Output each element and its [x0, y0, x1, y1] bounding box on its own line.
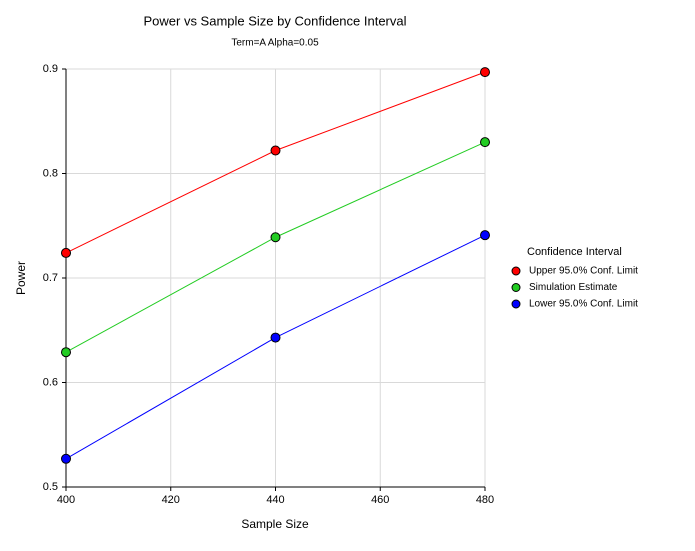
x-tick-label: 460: [371, 494, 389, 506]
x-tick-label: 480: [476, 494, 494, 506]
legend-label: Upper 95.0% Conf. Limit: [529, 266, 638, 277]
x-axis-label: Sample Size: [241, 517, 309, 531]
y-tick-label: 0.5: [43, 481, 58, 493]
data-point: [270, 145, 281, 156]
y-axis-label: Power: [14, 261, 28, 295]
legend-marker: [511, 299, 521, 309]
data-point: [270, 232, 281, 243]
legend-marker: [511, 266, 521, 276]
data-point: [61, 247, 71, 258]
chart-title: Power vs Sample Size by Confidence Inter…: [143, 13, 406, 28]
x-tick-label: 420: [162, 494, 180, 506]
y-tick-label: 0.9: [43, 63, 58, 75]
y-tick-label: 0.7: [43, 272, 58, 284]
data-point: [480, 137, 490, 148]
x-tick-label: 400: [57, 494, 75, 506]
legend-title: Confidence Interval: [527, 246, 622, 258]
data-point: [480, 230, 490, 241]
legend-label: Lower 95.0% Conf. Limit: [529, 299, 638, 310]
x-tick-label: 440: [266, 494, 284, 506]
data-point: [270, 332, 281, 343]
data-point: [61, 453, 71, 464]
y-tick-label: 0.6: [43, 376, 58, 388]
data-point: [61, 347, 71, 358]
y-tick-label: 0.8: [43, 167, 58, 179]
data-point: [480, 67, 490, 78]
chart-subtitle: Term=A Alpha=0.05: [231, 38, 319, 49]
legend-label: Simulation Estimate: [529, 282, 618, 293]
legend-marker: [511, 283, 521, 292]
